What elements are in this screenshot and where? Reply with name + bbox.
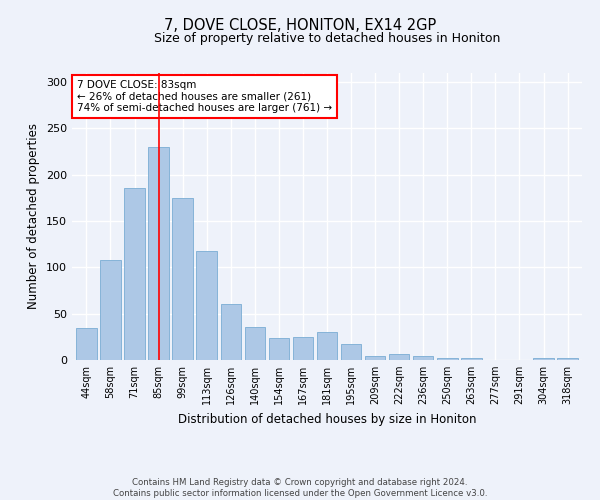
Bar (533, 358, 554, 360)
Bar (269, 338, 289, 360)
Bar (389, 354, 409, 360)
Bar (557, 358, 578, 360)
Bar (172, 198, 193, 360)
Text: Contains HM Land Registry data © Crown copyright and database right 2024.
Contai: Contains HM Land Registry data © Crown c… (113, 478, 487, 498)
Bar (413, 356, 433, 360)
Bar (245, 326, 265, 360)
Bar (221, 304, 241, 360)
Text: 7, DOVE CLOSE, HONITON, EX14 2GP: 7, DOVE CLOSE, HONITON, EX14 2GP (164, 18, 436, 32)
Bar (76, 328, 97, 360)
Bar (437, 358, 458, 360)
Text: 7 DOVE CLOSE: 83sqm
← 26% of detached houses are smaller (261)
74% of semi-detac: 7 DOVE CLOSE: 83sqm ← 26% of detached ho… (77, 80, 332, 113)
Bar (100, 260, 121, 360)
Y-axis label: Number of detached properties: Number of detached properties (28, 123, 40, 309)
Bar (461, 358, 482, 360)
Bar (124, 188, 145, 360)
Bar (148, 146, 169, 360)
Title: Size of property relative to detached houses in Honiton: Size of property relative to detached ho… (154, 32, 500, 45)
Bar (293, 337, 313, 360)
Bar (317, 332, 337, 360)
Bar (341, 344, 361, 360)
X-axis label: Distribution of detached houses by size in Honiton: Distribution of detached houses by size … (178, 412, 476, 426)
Bar (196, 252, 217, 360)
Bar (365, 356, 385, 360)
